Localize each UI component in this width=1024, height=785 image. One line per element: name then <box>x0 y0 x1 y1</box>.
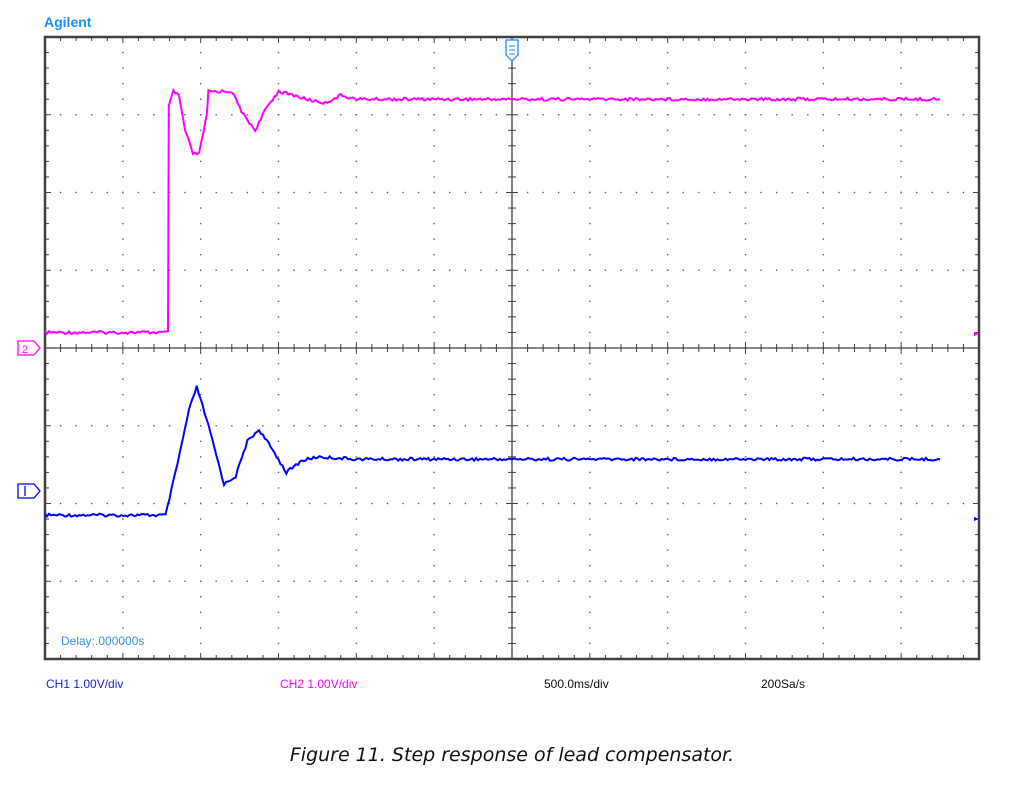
svg-text:2: 2 <box>22 344 28 356</box>
ch2-level-marker-right <box>974 332 979 336</box>
figure-caption: Figure 11. Step response of lead compens… <box>289 744 735 766</box>
waveform-plot: 2 <box>17 35 981 661</box>
trigger-position-icon[interactable] <box>505 39 519 62</box>
graticule <box>43 35 981 661</box>
sample-rate-label: 200Sa/s <box>761 677 806 691</box>
oscilloscope-display: Agilent 2 Delay:.000000s CH1 1.00V/div C… <box>17 14 981 691</box>
ch2-trace <box>44 87 941 336</box>
ch1-ground-marker[interactable] <box>17 483 41 499</box>
ch2-ground-marker[interactable]: 2 <box>17 340 41 356</box>
ch2-scale-label: CH2 1.00V/div <box>280 677 358 691</box>
ch1-scale-label: CH1 1.00V/div <box>46 677 124 691</box>
delay-readout: Delay:.000000s <box>61 634 145 648</box>
brand-logo: Agilent <box>44 14 92 30</box>
timebase-label: 500.0ms/div <box>544 677 609 691</box>
ch1-trace <box>44 385 941 519</box>
ch1-level-marker-right <box>974 517 979 521</box>
traces <box>44 87 941 519</box>
